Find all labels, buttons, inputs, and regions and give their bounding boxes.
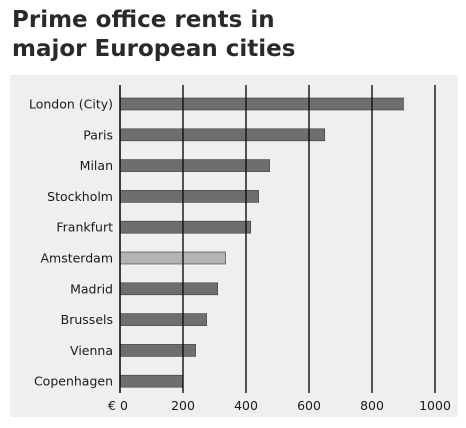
chart-panel: London (City) Paris Milan Stockholm Frankfur… [10, 75, 458, 417]
category-label: Paris [83, 127, 113, 142]
bar-vienna [119, 344, 196, 357]
category-label: Vienna [70, 343, 113, 358]
bar-amsterdam [119, 251, 226, 265]
bar-paris [119, 128, 326, 142]
bar-stockholm [119, 190, 259, 203]
chart-title-line-1: Prime office rents in [12, 7, 275, 33]
category-label: Madrid [70, 281, 113, 296]
category-label: Copenhagen [34, 374, 113, 389]
x-tick-label: 200 [171, 398, 195, 413]
category-label: Milan [80, 158, 113, 173]
category-label: Frankfurt [56, 220, 113, 235]
bar-brussels [119, 313, 207, 326]
x-tick-label: 400 [234, 398, 258, 413]
x-tick-label: 800 [360, 398, 384, 413]
x-tick-label: € 0 [108, 398, 128, 413]
chart-title: Prime office rents in major European cit… [12, 6, 452, 64]
bar-chart: London (City) Paris Milan Stockholm Frankfur… [29, 85, 451, 413]
x-tick-label: 600 [297, 398, 321, 413]
category-label: Brussels [61, 312, 113, 327]
bar-madrid [119, 282, 218, 296]
bar-copenhagen [119, 374, 184, 388]
category-label: Stockholm [47, 189, 113, 204]
category-label: Amsterdam [40, 251, 113, 266]
bar-frankfurt [119, 220, 252, 234]
category-label: London (City) [29, 97, 113, 112]
chart-title-line-2: major European cities [12, 36, 296, 62]
x-tick-label: 1000 [419, 398, 451, 413]
bar-london-city [119, 97, 404, 111]
bar-milan [119, 159, 270, 172]
